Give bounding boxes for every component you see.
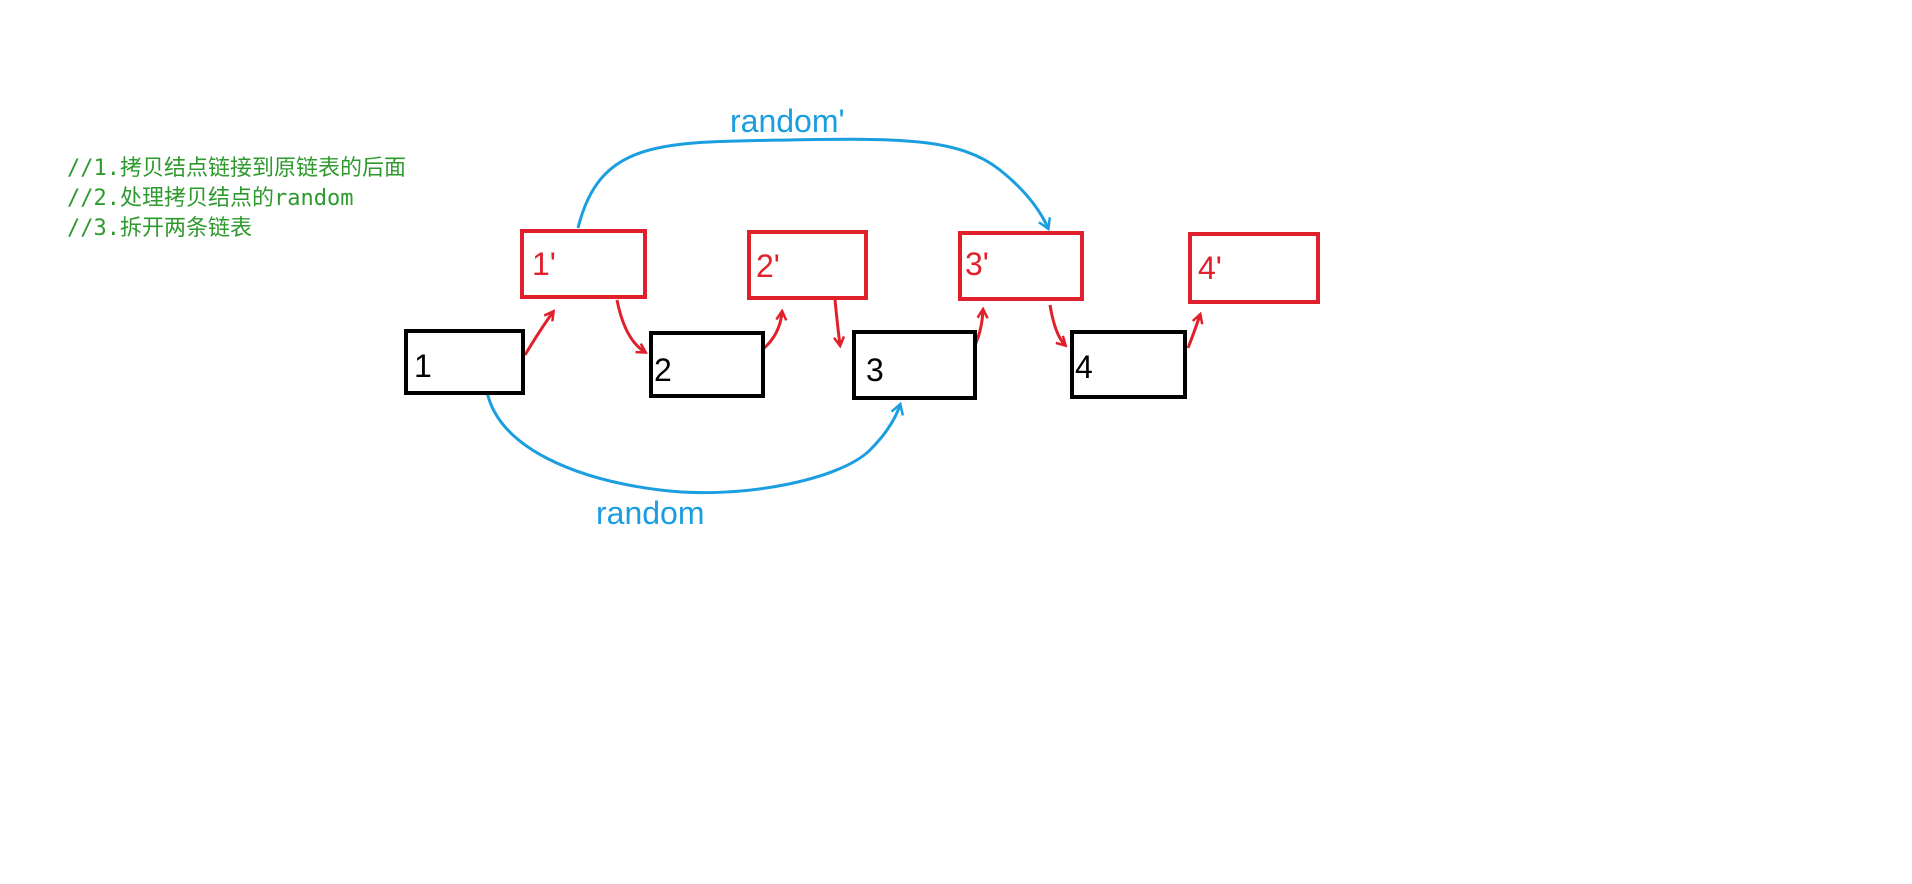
copy-node-2prime: 2' <box>747 230 868 300</box>
next-arrow-4-to-4prime <box>1186 315 1200 349</box>
next-arrow-1-to-1prime <box>523 312 553 356</box>
copy-node-1prime: 1' <box>520 229 647 299</box>
copy-node-label: 4' <box>1198 250 1222 286</box>
next-arrow-1prime-to-2 <box>615 299 645 352</box>
copy-node-label: 1' <box>532 246 556 282</box>
random-prime-arrow <box>576 137 1048 228</box>
comment-block: //1.拷贝结点链接到原链表的后面 //2.处理拷贝结点的random //3.… <box>67 156 406 241</box>
original-node-4: 4 <box>1070 330 1187 399</box>
original-node-3: 3 <box>852 330 977 400</box>
original-node-label: 2 <box>654 352 672 388</box>
copy-node-label: 2' <box>756 248 780 284</box>
copy-node-4prime: 4' <box>1188 232 1320 304</box>
original-node-label: 1 <box>414 348 432 384</box>
random-edge: random <box>485 391 900 531</box>
comment-line-2: //2.处理拷贝结点的random <box>67 186 353 211</box>
next-pointer-arrows <box>523 299 1200 356</box>
original-node-2: 2 <box>649 331 765 398</box>
copy-node-label: 3' <box>965 246 989 282</box>
random-arrow <box>485 391 900 495</box>
next-arrow-3prime-to-4 <box>1048 304 1065 345</box>
original-node-1: 1 <box>404 329 525 395</box>
random-prime-edge: random' <box>576 103 1048 228</box>
original-node-label: 4 <box>1075 349 1093 385</box>
original-nodes: 1 2 3 4 <box>404 329 1187 400</box>
random-label: random <box>596 495 705 531</box>
random-prime-label: random' <box>730 103 845 139</box>
copy-node-3prime: 3' <box>958 231 1084 301</box>
comment-line-3: //3.拆开两条链表 <box>67 216 252 241</box>
comment-line-1: //1.拷贝结点链接到原链表的后面 <box>67 156 406 181</box>
next-arrow-2prime-to-3 <box>835 299 840 345</box>
original-node-label: 3 <box>866 352 884 388</box>
copy-nodes: 1' 2' 3' 4' <box>520 229 1320 304</box>
